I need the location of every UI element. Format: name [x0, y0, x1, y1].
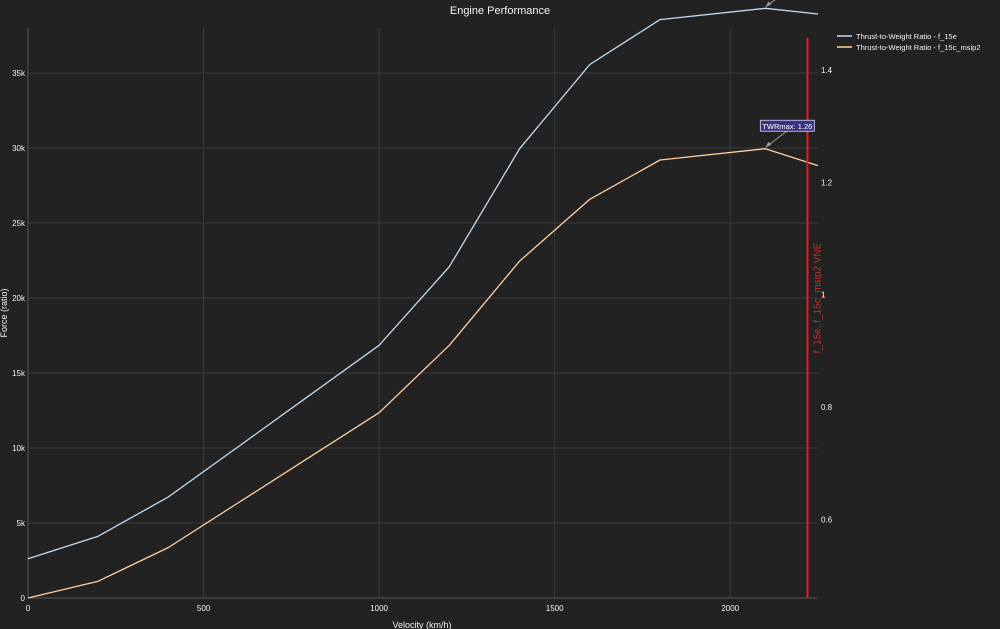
series-layer [27, 7, 819, 599]
x-tick-label: 500 [197, 604, 211, 613]
y-axis-label: Force (ratio) [0, 288, 9, 337]
axis-layer: 0 500 1000 1500 2000 0 5k 10k 15k 20k 25k 30k 35k 0.6… [12, 66, 833, 613]
annotation-layer: TWRmax: 1.45TWRmax: 1.26 [759, 0, 815, 148]
series-line-2 [27, 148, 819, 599]
x-tick-label: 1500 [546, 604, 564, 613]
legend-label-2: Thrust-to-Weight Ratio - f_15c_msip2 [856, 43, 981, 52]
x-tick-label: 1000 [370, 604, 388, 613]
x-axis-label: Velocity (km/h) [392, 620, 451, 629]
y-tick-label: 35k [12, 69, 26, 78]
annotation-arrowhead [765, 1, 772, 8]
legend-label-1: Thrust-to-Weight Ratio - f_15e [856, 32, 957, 41]
grid [27, 28, 818, 599]
y2-tick-label: 1.4 [821, 66, 833, 75]
annotation-box [759, 119, 815, 132]
series-line-1 [27, 7, 819, 560]
x-tick-label: 2000 [721, 604, 739, 613]
annotation-arrowhead [765, 141, 772, 148]
vne-line-label: f_15e, f_15c_msip2 VNE [812, 242, 823, 353]
y2-tick-label: 1 [821, 291, 826, 300]
y-tick-label: 25k [12, 219, 26, 228]
chart-title: Engine Performance [450, 5, 550, 17]
y2-tick-label: 1.2 [821, 178, 833, 187]
y-tick-label: 15k [12, 369, 26, 378]
y2-tick-label: 0.6 [821, 515, 833, 524]
y-tick-label: 20k [12, 294, 26, 303]
legend: Thrust-to-Weight Ratio - f_15e Thrust-to-… [837, 32, 981, 52]
y-tick-label: 5k [17, 519, 26, 528]
y-tick-label: 0 [21, 594, 26, 603]
y-tick-label: 30k [12, 144, 26, 153]
annotation-label: TWRmax: 1.26 [762, 122, 812, 131]
y2-tick-label: 0.8 [821, 403, 833, 412]
x-tick-label: 0 [26, 604, 31, 613]
y-tick-label: 10k [12, 444, 26, 453]
